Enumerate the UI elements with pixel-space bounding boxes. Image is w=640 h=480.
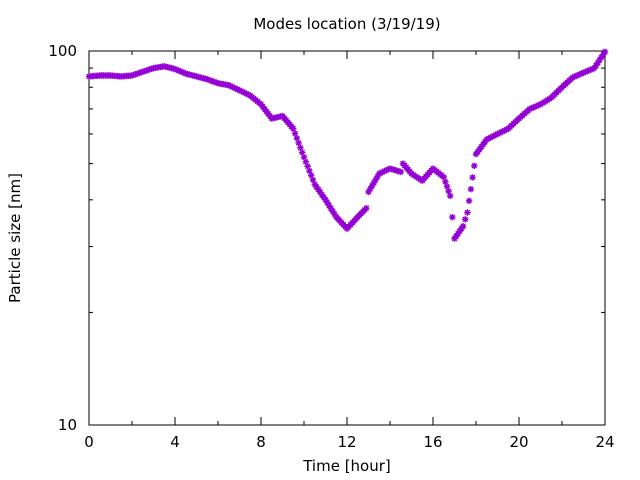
data-point [324, 199, 331, 206]
data-point [535, 101, 542, 109]
data-point [462, 216, 469, 223]
data-point [583, 67, 591, 75]
data-point [372, 176, 379, 183]
data-point [573, 72, 580, 80]
x-tick-label: 12 [337, 433, 356, 451]
data-point [178, 68, 186, 76]
data-point [582, 68, 589, 76]
data-point [589, 65, 596, 73]
x-tick-label: 20 [509, 433, 528, 451]
data-point [574, 71, 582, 79]
x-tick-label: 16 [423, 433, 442, 451]
data-point [528, 104, 535, 112]
data-point [367, 185, 374, 193]
data-point [299, 149, 306, 156]
x-tick-label: 4 [170, 433, 180, 451]
y-tick-label: 10 [58, 416, 77, 434]
axis-ticks: 0 4 8 12 16 20 24 10 100 [48, 42, 614, 451]
data-point [180, 69, 188, 77]
data-point [449, 214, 456, 221]
data-point [177, 68, 184, 75]
data-point [306, 167, 313, 174]
data-point [329, 208, 336, 215]
data-point [443, 183, 451, 190]
data-point [302, 158, 309, 165]
data-point [587, 66, 594, 73]
data-point [526, 105, 533, 113]
data-point [331, 210, 338, 218]
data-point [368, 182, 376, 190]
data-point [365, 188, 372, 196]
data-point [307, 172, 315, 179]
data-point [290, 125, 297, 132]
data-point [440, 173, 447, 181]
data-point [363, 204, 370, 212]
data-point [533, 102, 541, 110]
data-point [580, 69, 587, 76]
data-point [295, 139, 302, 147]
x-tick-label: 24 [595, 433, 614, 451]
y-axis-label: Particle size [nm] [6, 173, 24, 303]
data-point [471, 162, 478, 169]
data-point [175, 67, 182, 74]
data-point [576, 71, 584, 78]
data-point [465, 197, 473, 205]
data-point [325, 202, 333, 209]
data-point [397, 168, 404, 176]
data-point [173, 66, 180, 73]
data-point [370, 179, 378, 186]
data-point [467, 185, 475, 193]
data-point [571, 73, 578, 80]
data-point [309, 176, 317, 184]
y-tick-label: 100 [48, 42, 77, 60]
data-point [464, 209, 471, 216]
data-point [569, 74, 576, 81]
data-point [442, 178, 449, 186]
data-point [322, 196, 329, 204]
data-point [585, 67, 593, 74]
chart-title: Modes location (3/19/19) [253, 15, 440, 33]
data-point [304, 163, 311, 170]
data-point [531, 103, 539, 110]
x-tick-label: 0 [84, 433, 94, 451]
x-tick-label: 8 [256, 433, 266, 451]
data-point [530, 104, 537, 111]
data-point [327, 205, 335, 212]
data-point [601, 48, 609, 56]
data-point [447, 192, 454, 200]
data-point [374, 173, 381, 180]
data-point [459, 223, 467, 230]
data-point [291, 130, 299, 137]
data-point [171, 65, 179, 73]
data-point [469, 174, 476, 181]
data-point [297, 144, 304, 151]
x-axis-label: Time [hour] [302, 457, 391, 475]
data-point [445, 187, 452, 195]
data-points [85, 48, 609, 242]
data-point [300, 154, 308, 161]
data-point [293, 134, 301, 142]
data-point [578, 70, 585, 77]
